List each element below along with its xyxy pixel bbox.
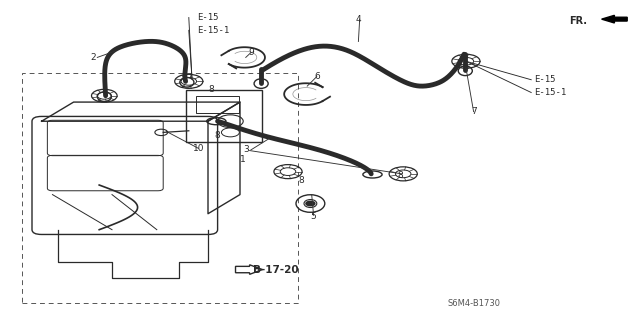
- Text: B-17-20: B-17-20: [253, 264, 298, 275]
- Circle shape: [306, 201, 315, 206]
- Text: 10: 10: [193, 144, 204, 153]
- Text: E-15-1: E-15-1: [534, 88, 566, 97]
- Text: 8: 8: [397, 171, 403, 180]
- Polygon shape: [602, 15, 627, 23]
- Text: E-15: E-15: [534, 75, 556, 84]
- Text: 4: 4: [356, 15, 361, 24]
- Text: 2: 2: [90, 53, 95, 62]
- Text: E-15-1: E-15-1: [197, 26, 229, 35]
- Text: 8: 8: [215, 131, 220, 140]
- FancyArrow shape: [236, 265, 262, 274]
- Text: 1: 1: [241, 155, 246, 164]
- Text: 8: 8: [209, 85, 214, 94]
- Text: 6: 6: [314, 72, 319, 81]
- Text: S6M4-B1730: S6M4-B1730: [448, 299, 501, 308]
- Text: 7: 7: [471, 107, 476, 116]
- Text: 5: 5: [311, 212, 316, 221]
- Bar: [22, 73, 298, 303]
- Text: 9: 9: [248, 48, 253, 57]
- Text: E-15: E-15: [197, 13, 219, 22]
- Text: FR.: FR.: [570, 16, 588, 26]
- Text: 3: 3: [244, 145, 249, 154]
- Text: 8: 8: [298, 176, 303, 185]
